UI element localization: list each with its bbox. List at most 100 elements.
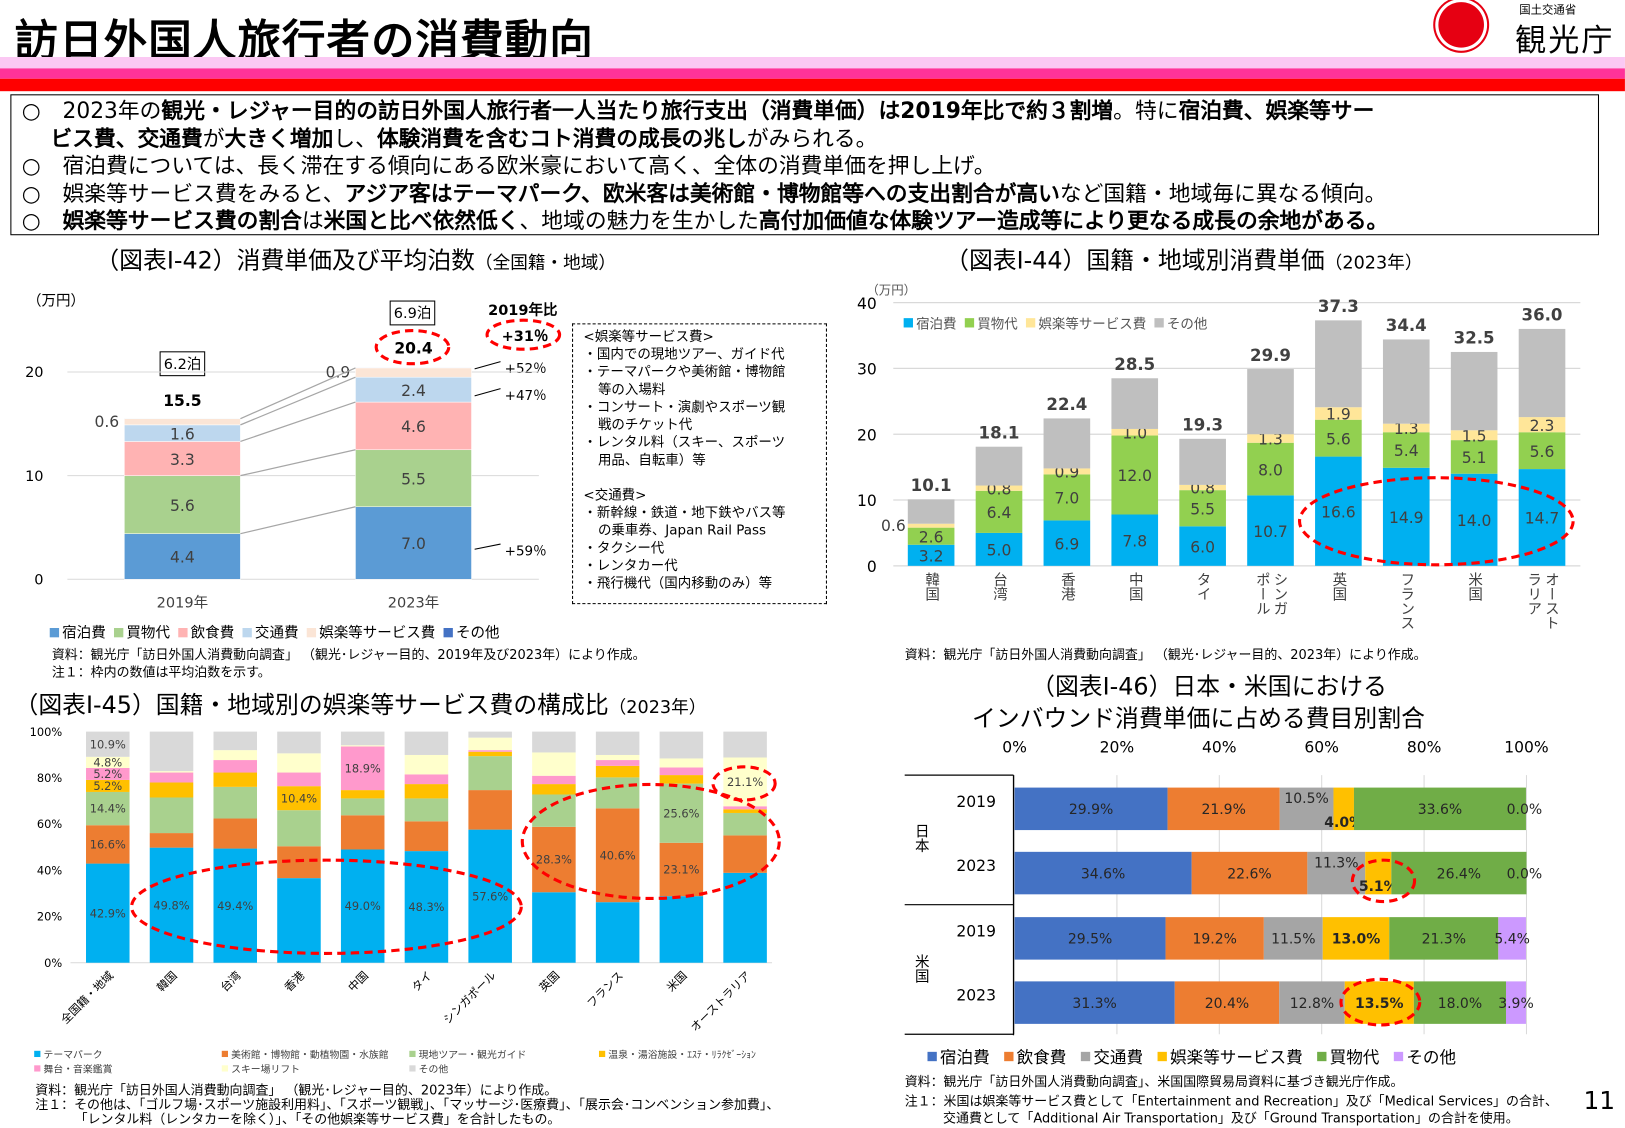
x-category-label: 韓国 xyxy=(923,572,940,602)
legend-item: 娯楽等サービス費 xyxy=(1025,313,1146,333)
fig42-nights-2023: 6.9泊 xyxy=(389,300,436,326)
bar-segment xyxy=(907,523,955,528)
legend-label: 飲食費 xyxy=(190,624,235,642)
bar-segment xyxy=(86,863,130,963)
x-category-label: 英国 xyxy=(1330,572,1348,602)
legend-label: その他 xyxy=(455,624,500,642)
header-stripe-pink xyxy=(0,68,1625,79)
bar-segment xyxy=(149,797,194,834)
x-category-label: シンガポール xyxy=(1253,572,1289,616)
bar-segment xyxy=(1263,917,1323,960)
segment-value-label: 21.1% xyxy=(727,775,763,789)
segment-value-label: 1.6 xyxy=(170,425,195,443)
segment-value-label: 49.0% xyxy=(345,899,381,913)
bar-segment xyxy=(149,772,194,783)
x-category-label: 香港 xyxy=(281,968,307,994)
fig44-title-sub: （2023年） xyxy=(1324,252,1423,274)
bar-segment xyxy=(468,751,512,757)
segment-value-label: 11.5% xyxy=(1271,932,1315,948)
x-category-label: オーストラリア xyxy=(1525,572,1560,631)
bar-segment xyxy=(468,756,512,791)
x-category-label: 米国 xyxy=(664,968,690,994)
summary-box: ○ 2023年の観光・レジャー目的の訪日外国人旅行者一人当たり旅行支出（消費単価… xyxy=(10,94,1600,236)
legend-item: その他 xyxy=(1393,1044,1456,1069)
legend-swatch-icon xyxy=(1025,318,1036,328)
definition-line: ・国内での現地ツアー、ガイド代 xyxy=(583,347,785,363)
bar-segment xyxy=(213,786,258,819)
segment-value-label: 33.6% xyxy=(1418,802,1462,818)
bar-segment xyxy=(1179,484,1226,491)
segment-value-label: 42.9% xyxy=(90,906,126,920)
segment-value-label: 3.9% xyxy=(1498,996,1534,1012)
bar-segment xyxy=(1391,851,1527,895)
legend-label: 娯楽等サービス費 xyxy=(319,624,436,642)
bar-segment xyxy=(404,784,449,799)
fig46-group-japan: 日本 xyxy=(912,823,930,853)
legend-item: 買物代 xyxy=(964,313,1018,333)
summary-text: し、 xyxy=(333,125,377,151)
legend-label: 交通費 xyxy=(254,624,299,642)
bar-segment xyxy=(659,731,704,759)
segment-value-label: 4.8% xyxy=(93,756,122,770)
segment-value-label: 5.2% xyxy=(93,779,122,793)
legend-label: 宿泊費 xyxy=(916,317,957,333)
legend-swatch-icon xyxy=(34,1065,41,1072)
x-category-label: 中国 xyxy=(1126,572,1144,602)
definition-line: ・コンサート・演劇やスポーツ観 xyxy=(583,400,786,416)
bar-segment xyxy=(1191,851,1308,895)
bar-segment xyxy=(1315,407,1362,420)
segment-value-label: 16.6% xyxy=(90,838,126,852)
segment-value-label: 5.1 xyxy=(1462,449,1487,467)
bar-segment xyxy=(1315,456,1362,566)
legend-swatch-icon xyxy=(1080,1051,1091,1061)
bar-segment xyxy=(975,446,1023,486)
bar-segment xyxy=(404,851,449,963)
bar-segment xyxy=(404,798,449,822)
segment-value-label: 0.8 xyxy=(1190,480,1215,498)
fig45-title-sub: （2023年） xyxy=(608,697,707,719)
segment-value-label: 5.0 xyxy=(987,542,1012,560)
bar-segment xyxy=(907,527,955,545)
fig44-source: 資料：観光庁「訪日外国人消費動向調査」 （観光･レジャー目的、2023年）により… xyxy=(904,646,1427,663)
fig45-source: 資料：観光庁「訪日外国人消費動向調査」 （観光･レジャー目的、2023年）により… xyxy=(35,1081,558,1098)
bar-segment xyxy=(1179,526,1226,566)
total-label: 28.5 xyxy=(1114,355,1155,374)
legend-swatch-icon xyxy=(113,627,124,637)
segment-value-label: 1.5 xyxy=(1462,427,1487,445)
segment-value-label: 4.6 xyxy=(401,418,426,436)
bar-segment xyxy=(1247,434,1294,443)
bar-segment xyxy=(595,731,640,755)
legend-item: テーマパーク xyxy=(34,1047,103,1061)
bar-segment xyxy=(468,731,512,738)
bar-segment xyxy=(1382,432,1430,468)
segment-value-label: 29.5% xyxy=(1068,932,1112,948)
fig42-definition-box: <娯楽等サービス費> ・国内での現地ツアー、ガイド代 ・テーマパークや美術館・博物館… xyxy=(572,323,827,605)
x-category-label: フランス xyxy=(1398,572,1416,631)
x-category-label: 中国 xyxy=(345,968,371,994)
summary-emphasis: ビス費、交通費 xyxy=(50,125,203,151)
bar-segment xyxy=(723,731,767,758)
x-category-label: 2023年 xyxy=(388,594,439,611)
x-category-label: 香港 xyxy=(1059,572,1076,602)
summary-text: がみられる。 xyxy=(746,125,878,151)
legend-item: 宿泊費 xyxy=(903,313,957,333)
highlight-ellipse xyxy=(1350,858,1417,904)
highlight-ellipse xyxy=(374,329,451,366)
bar-segment xyxy=(723,872,767,963)
x-category-label: シンガポール xyxy=(440,968,498,1026)
segment-value-label: 20.4% xyxy=(1205,996,1249,1012)
legend-swatch-icon xyxy=(178,627,188,637)
bar-segment xyxy=(404,774,449,785)
y-tick-label: 0 xyxy=(867,558,877,576)
segment-value-label: 13.5% xyxy=(1355,996,1404,1012)
bar-segment xyxy=(213,848,258,963)
x-tick-label: 0% xyxy=(1002,738,1027,756)
summary-emphasis: 娯楽等サービス費の割合 xyxy=(62,208,302,234)
bar-segment xyxy=(1498,917,1526,960)
x-tick-label: 60% xyxy=(1304,738,1339,756)
bar-segment xyxy=(86,731,130,757)
legend-label: 現地ツアー・観光ガイド xyxy=(418,1049,527,1062)
y-tick-label: 40% xyxy=(37,863,62,877)
bar-segment xyxy=(277,810,321,847)
summary-emphasis: 高付加価値な体験ツアー造成等により更なる成長の余地がある。 xyxy=(758,208,1389,234)
